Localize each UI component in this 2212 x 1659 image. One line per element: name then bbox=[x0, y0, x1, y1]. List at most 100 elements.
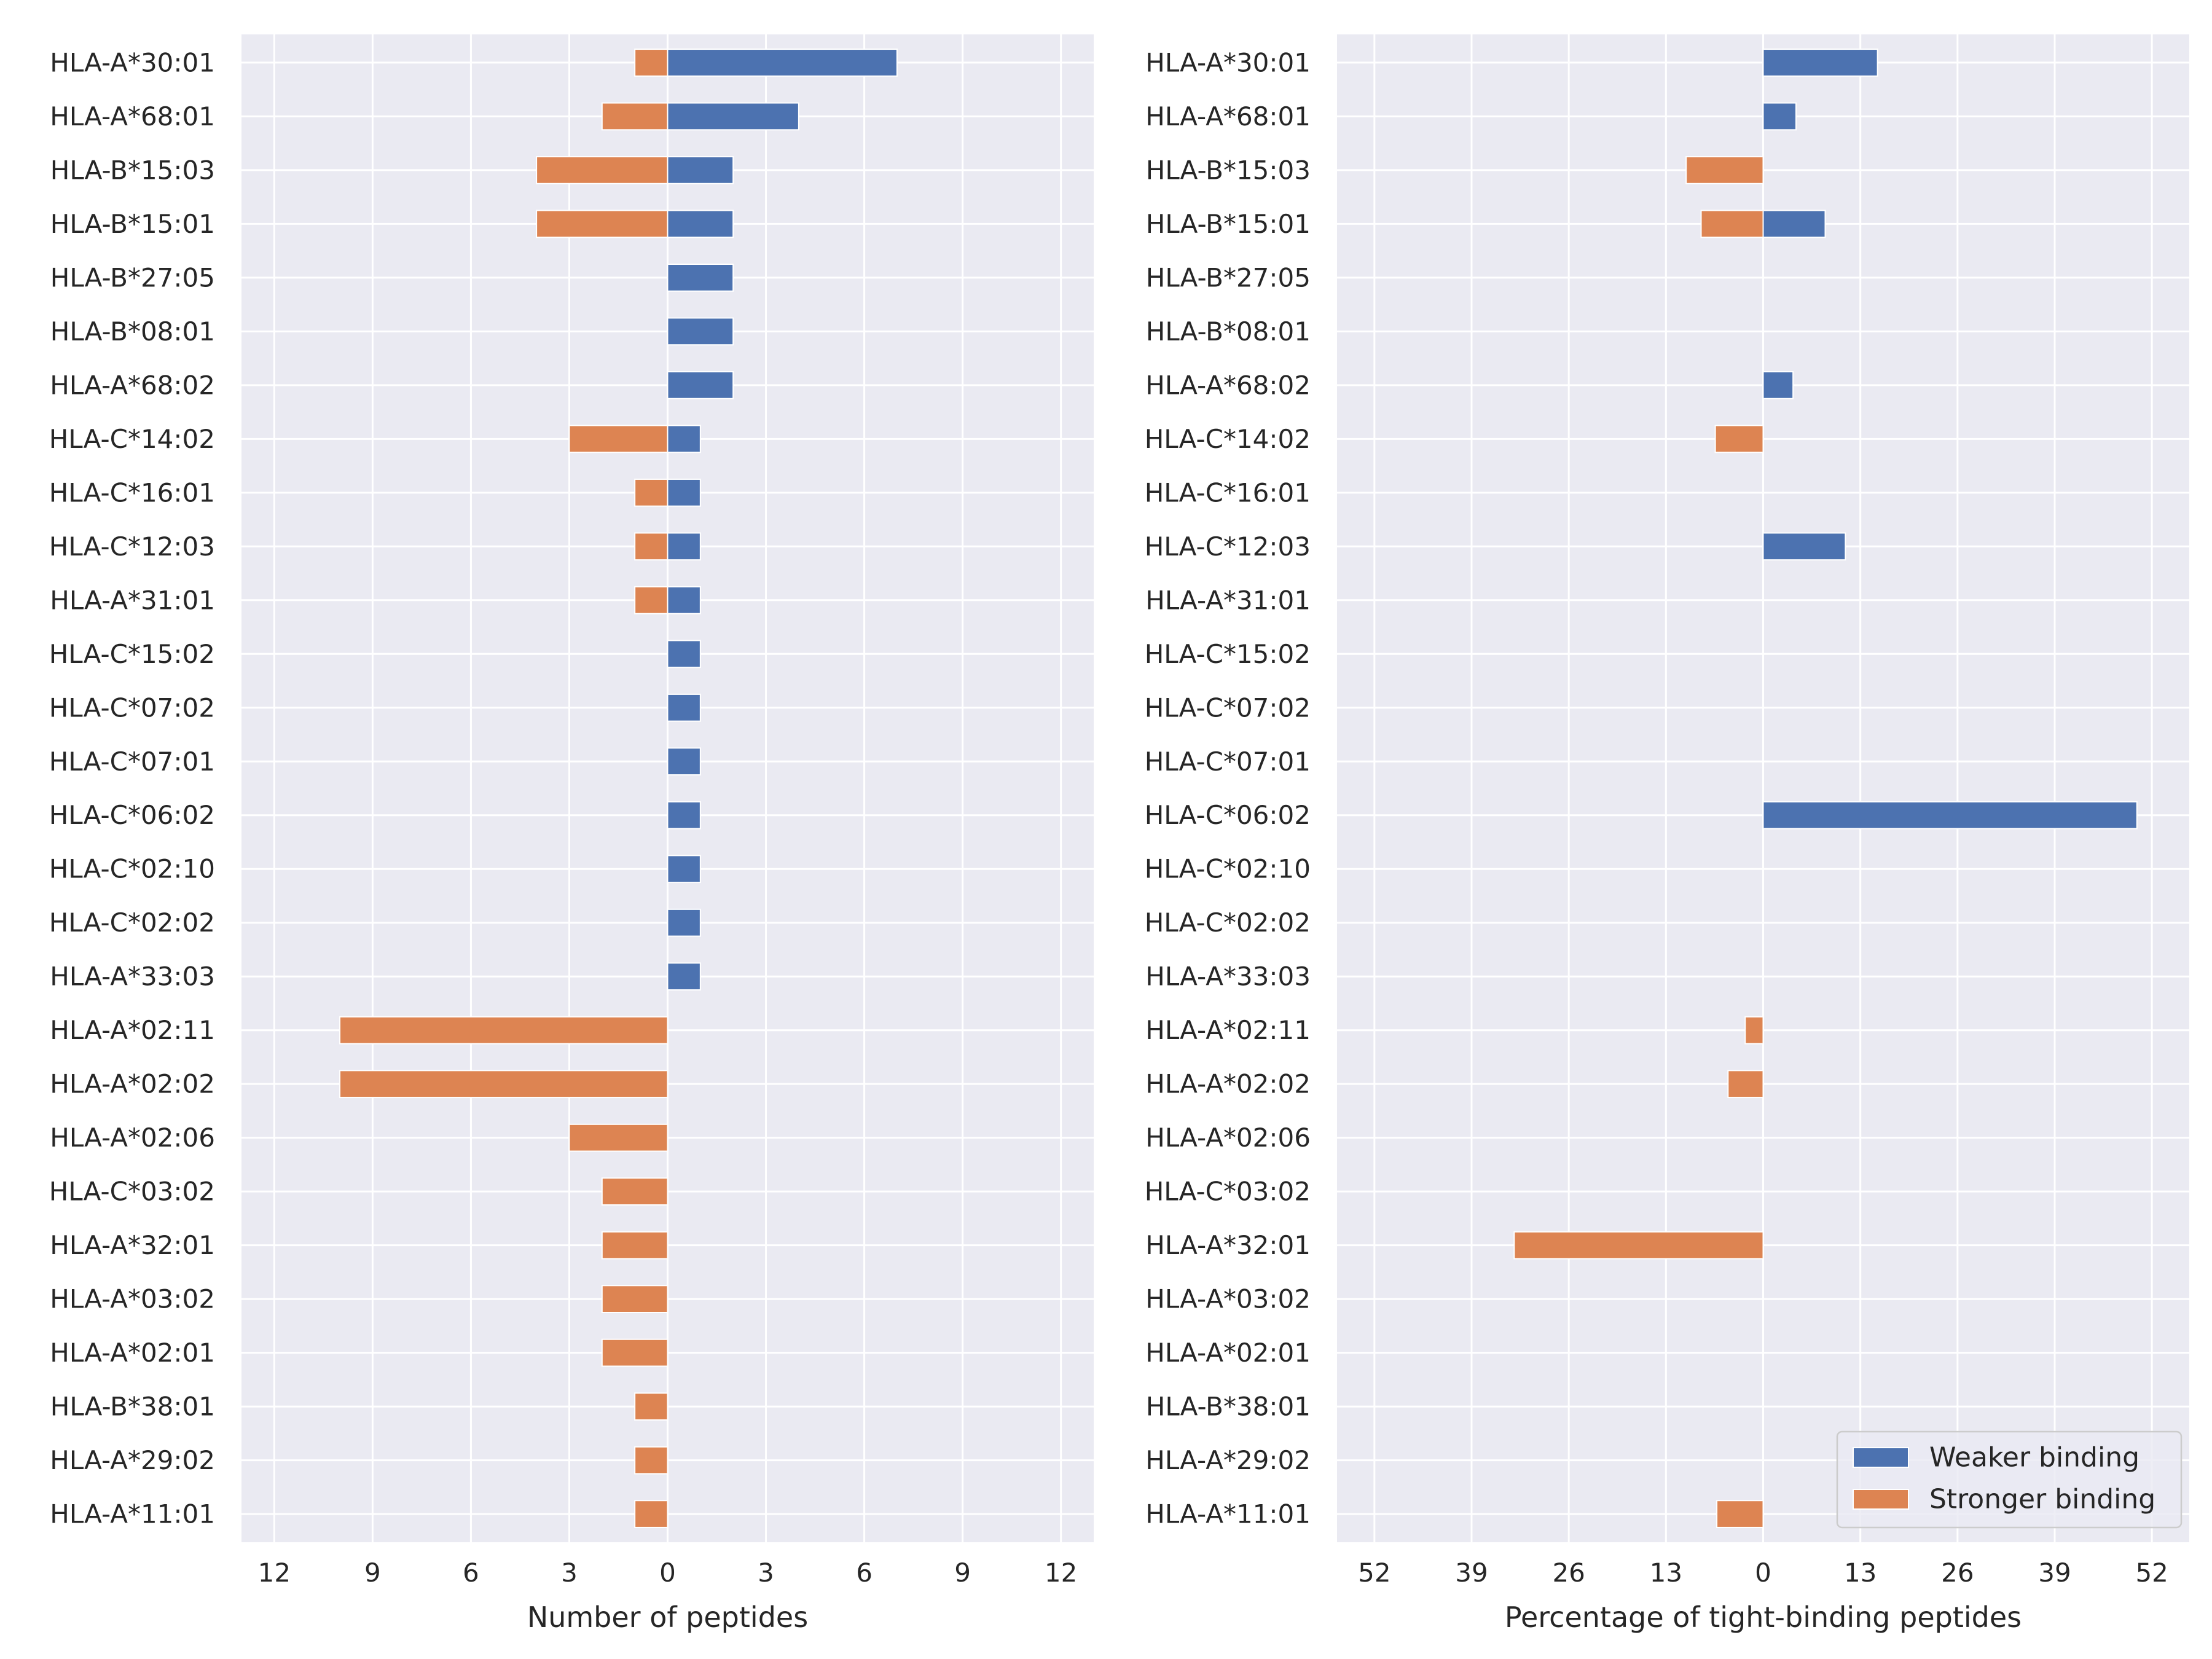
legend-swatch bbox=[1853, 1489, 1909, 1510]
stronger-binding-bar bbox=[634, 1500, 669, 1528]
stronger-binding-bar bbox=[1700, 210, 1764, 238]
stronger-binding-bar bbox=[634, 532, 669, 561]
legend-label: Weaker binding bbox=[1929, 1442, 2139, 1473]
weaker-binding-bar bbox=[1762, 102, 1797, 131]
weaker-binding-bar bbox=[1762, 49, 1878, 77]
y-tick-label: HLA-A*68:01 bbox=[1145, 101, 1311, 131]
stronger-binding-bar bbox=[601, 1338, 669, 1367]
x-tick-label: 3 bbox=[758, 1558, 774, 1588]
x-tick-label: 6 bbox=[856, 1558, 873, 1588]
stronger-binding-bar bbox=[601, 1231, 669, 1260]
y-tick-label: HLA-A*03:02 bbox=[1145, 1284, 1311, 1314]
x-tick-label: 3 bbox=[561, 1558, 578, 1588]
stronger-binding-bar bbox=[634, 1392, 669, 1421]
y-tick-label: HLA-B*27:05 bbox=[1146, 262, 1311, 292]
y-tick-label: HLA-A*02:11 bbox=[50, 1015, 215, 1045]
y-tick-label: HLA-A*68:01 bbox=[50, 101, 215, 131]
y-tick-label: HLA-A*31:01 bbox=[50, 585, 215, 615]
y-tick-label: HLA-B*15:03 bbox=[1146, 155, 1311, 185]
x-tick-label: 52 bbox=[1358, 1558, 1390, 1588]
weaker-binding-bar bbox=[1762, 532, 1846, 561]
stronger-binding-bar bbox=[339, 1016, 669, 1045]
y-tick-label: HLA-B*08:01 bbox=[50, 316, 215, 347]
y-tick-label: HLA-A*32:01 bbox=[50, 1230, 215, 1260]
stronger-binding-bar bbox=[1513, 1231, 1764, 1260]
y-tick-label: HLA-A*29:02 bbox=[50, 1445, 215, 1475]
right-panel: HLA-A*30:01 HLA-A*68:01 HLA-B*15:03 HLA-B*1… bbox=[1145, 34, 2189, 1634]
weaker-binding-bar bbox=[667, 49, 898, 77]
stronger-binding-bar bbox=[1716, 1500, 1764, 1528]
y-tick-label: HLA-C*12:03 bbox=[49, 531, 215, 562]
x-axis-label: Number of peptides bbox=[527, 1601, 808, 1634]
weaker-binding-bar bbox=[1762, 801, 2138, 830]
y-tick-label: HLA-A*02:06 bbox=[1145, 1123, 1311, 1153]
weaker-binding-bar bbox=[667, 908, 701, 937]
legend-label: Stronger binding bbox=[1929, 1484, 2155, 1515]
weaker-binding-bar bbox=[667, 102, 799, 131]
y-tick-label: HLA-A*33:03 bbox=[1145, 962, 1311, 992]
y-tick-label: HLA-A*30:01 bbox=[50, 47, 215, 77]
x-tick-label: 0 bbox=[659, 1558, 676, 1588]
x-tick-label: 39 bbox=[1455, 1558, 1488, 1588]
y-tick-label: HLA-C*15:02 bbox=[1145, 639, 1311, 669]
y-tick-label: HLA-C*07:02 bbox=[49, 692, 215, 723]
x-tick-label: 52 bbox=[2135, 1558, 2168, 1588]
weaker-binding-bar bbox=[667, 371, 734, 399]
stronger-binding-bar bbox=[1744, 1016, 1764, 1045]
weaker-binding-bar bbox=[667, 693, 701, 722]
stronger-binding-bar bbox=[568, 1123, 669, 1152]
left-panel: HLA-A*30:01 HLA-A*68:01 HLA-B*15:03 HLA-B*1… bbox=[49, 34, 1094, 1634]
y-tick-label: HLA-C*16:01 bbox=[1145, 477, 1311, 508]
weaker-binding-bar bbox=[667, 962, 701, 991]
x-tick-label: 9 bbox=[364, 1558, 381, 1588]
y-tick-label: HLA-A*02:11 bbox=[1145, 1015, 1311, 1045]
y-tick-label: HLA-C*02:10 bbox=[1145, 854, 1311, 884]
y-tick-label: HLA-A*02:01 bbox=[50, 1338, 215, 1368]
y-tick-label: HLA-A*11:01 bbox=[50, 1499, 215, 1529]
x-tick-label: 13 bbox=[1844, 1558, 1877, 1588]
x-tick-label: 39 bbox=[2038, 1558, 2071, 1588]
y-tick-label: HLA-A*33:03 bbox=[50, 962, 215, 992]
stronger-binding-bar bbox=[1727, 1070, 1764, 1099]
y-tick-label: HLA-A*02:06 bbox=[50, 1123, 215, 1153]
x-axis-label: Percentage of tight-binding peptides bbox=[1505, 1601, 2022, 1634]
y-tick-label: HLA-B*27:05 bbox=[50, 262, 215, 292]
stronger-binding-bar bbox=[634, 1446, 669, 1475]
y-tick-label: HLA-B*08:01 bbox=[1146, 316, 1311, 347]
stronger-binding-bar bbox=[1714, 425, 1764, 453]
weaker-binding-bar bbox=[1762, 210, 1826, 238]
y-tick-label: HLA-C*03:02 bbox=[49, 1177, 215, 1207]
y-tick-label: HLA-A*02:01 bbox=[1145, 1338, 1311, 1368]
y-tick-label: HLA-B*38:01 bbox=[1146, 1392, 1311, 1422]
y-tick-label: HLA-C*12:03 bbox=[1145, 531, 1311, 562]
stronger-binding-bar bbox=[601, 102, 669, 131]
y-tick-label: HLA-B*15:03 bbox=[50, 155, 215, 185]
y-tick-label: HLA-C*03:02 bbox=[1145, 1177, 1311, 1207]
weaker-binding-bar bbox=[667, 478, 701, 507]
y-tick-label: HLA-A*02:02 bbox=[1145, 1069, 1311, 1099]
legend-swatch bbox=[1853, 1447, 1909, 1468]
y-tick-label: HLA-C*07:01 bbox=[1145, 747, 1311, 777]
weaker-binding-bar bbox=[667, 801, 701, 830]
x-tick-label: 13 bbox=[1650, 1558, 1682, 1588]
y-tick-label: HLA-C*07:01 bbox=[49, 747, 215, 777]
stronger-binding-bar bbox=[1685, 156, 1764, 184]
y-tick-label: HLA-C*16:01 bbox=[49, 477, 215, 508]
y-tick-label: HLA-C*06:02 bbox=[49, 800, 215, 830]
stronger-binding-bar bbox=[634, 586, 669, 614]
y-tick-label: HLA-A*68:02 bbox=[50, 370, 215, 400]
y-tick-label: HLA-B*38:01 bbox=[50, 1392, 215, 1422]
weaker-binding-bar bbox=[1762, 371, 1794, 399]
x-tick-label: 0 bbox=[1755, 1558, 1771, 1588]
y-tick-label: HLA-A*31:01 bbox=[1145, 585, 1311, 615]
stronger-binding-bar bbox=[536, 210, 669, 238]
y-tick-label: HLA-B*15:01 bbox=[1146, 209, 1311, 239]
weaker-binding-bar bbox=[667, 747, 701, 776]
weaker-binding-bar bbox=[667, 855, 701, 884]
y-tick-label: HLA-B*15:01 bbox=[50, 209, 215, 239]
y-tick-label: HLA-A*02:02 bbox=[50, 1069, 215, 1099]
weaker-binding-bar bbox=[667, 264, 734, 292]
y-tick-label: HLA-A*11:01 bbox=[1145, 1499, 1311, 1529]
y-tick-label: HLA-A*29:02 bbox=[1145, 1445, 1311, 1475]
y-tick-label: HLA-C*02:02 bbox=[1145, 908, 1311, 938]
